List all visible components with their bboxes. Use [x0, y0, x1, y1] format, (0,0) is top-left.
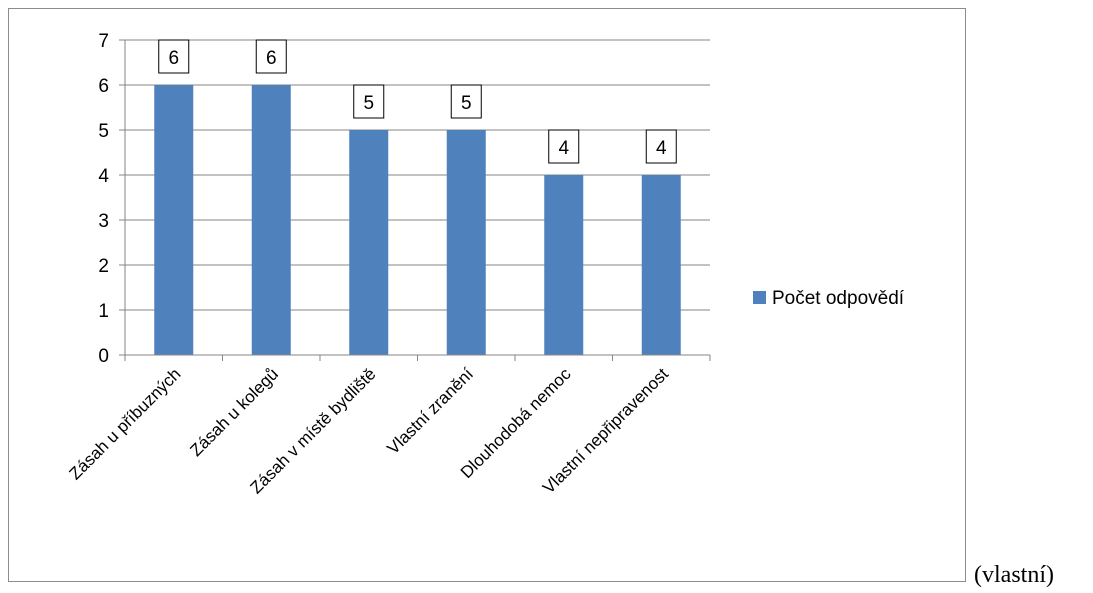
y-tick-label: 3	[98, 211, 109, 232]
x-category-label: Vlastní zranění	[383, 364, 477, 458]
bar	[251, 85, 291, 355]
data-label: 6	[266, 48, 277, 69]
y-tick-label: 1	[98, 301, 109, 322]
data-label: 4	[656, 138, 667, 159]
legend: Počet odpovědí	[753, 288, 905, 309]
data-label-box	[158, 39, 190, 74]
data-label-box	[255, 39, 287, 74]
bar	[154, 85, 194, 355]
bars	[154, 85, 681, 355]
chart-frame: 0 1 2 3 4 5 6 7 Zásah u příbuzných Zásah u koleg…	[8, 8, 966, 582]
data-label-box	[450, 84, 482, 119]
data-label: 4	[558, 138, 569, 159]
y-tick-label: 7	[98, 31, 109, 52]
bar-chart: 0 1 2 3 4 5 6 7 Zásah u příbuzných Zásah u koleg…	[66, 31, 905, 497]
y-tick-labels: 0 1 2 3 4 5 6 7	[98, 31, 109, 367]
legend-label: Počet odpovědí	[772, 288, 905, 309]
data-labels: 6 6 5 5 4 4	[158, 39, 677, 164]
source-note: (vlastní)	[974, 562, 1054, 588]
data-label: 5	[461, 93, 472, 114]
x-category-label: Zásah u příbuzných	[66, 364, 185, 483]
x-category-label: Zásah u kolegů	[186, 364, 282, 460]
data-label: 6	[168, 48, 179, 69]
y-tick-label: 6	[98, 76, 109, 97]
data-label-box	[645, 129, 677, 164]
bar	[446, 130, 486, 355]
y-tick-label: 0	[98, 346, 109, 367]
data-label-box	[548, 129, 580, 164]
x-category-label: Dlouhodobá nemoc	[457, 364, 575, 482]
gridlines	[125, 39, 710, 311]
axes	[119, 39, 711, 361]
bar	[641, 175, 681, 355]
data-label: 5	[363, 93, 374, 114]
y-tick-label: 4	[98, 166, 109, 187]
bar	[349, 130, 389, 355]
y-tick-label: 2	[98, 256, 109, 277]
bar	[544, 175, 584, 355]
legend-swatch	[753, 291, 766, 304]
y-tick-label: 5	[98, 121, 109, 142]
data-label-box	[353, 84, 385, 119]
